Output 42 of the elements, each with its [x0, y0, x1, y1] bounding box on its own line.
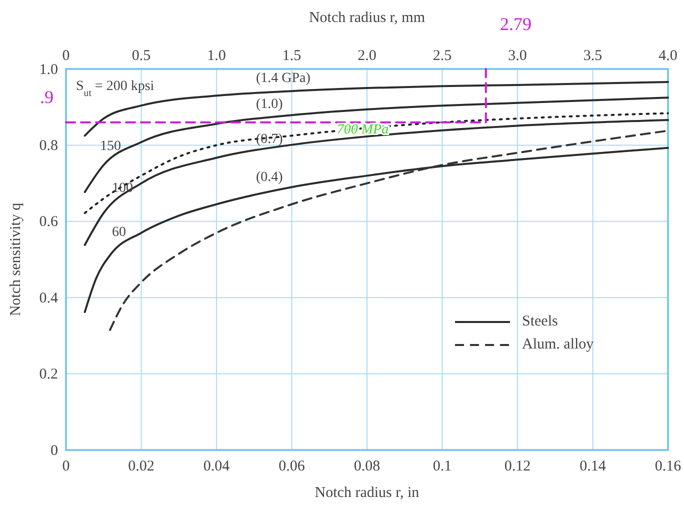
annotation: 150	[100, 139, 121, 154]
x2-tick-label: 4.0	[658, 48, 678, 64]
x2-tick-label: 1.5	[282, 48, 302, 64]
y-tick-label: 1.0	[39, 62, 58, 78]
x-tick-label: 0.06	[278, 458, 306, 475]
x-tick-label: 0.16	[654, 458, 682, 475]
annotation: (1.0)	[256, 97, 284, 112]
y-tick-label: 0.4	[39, 290, 58, 306]
x2-tick-label: 0	[62, 48, 70, 64]
x-tick-label: 0	[62, 458, 70, 475]
x-axis-title: Notch radius r, in	[314, 485, 420, 501]
annotation: (1.4 GPa)	[256, 71, 311, 86]
annotation: (0.7)	[256, 132, 284, 147]
text: .9	[40, 87, 54, 107]
y-tick-label: 0.2	[39, 366, 58, 383]
x-tick-label: 0.1	[432, 458, 452, 475]
y-axis-title: Notch sensitivity q	[8, 202, 24, 316]
x-tick-label: 0.12	[504, 458, 531, 475]
legend-label: Steels	[522, 313, 558, 330]
x2-tick-label: 1.0	[207, 48, 226, 64]
x2-tick-label: 3.0	[508, 48, 527, 64]
text: 2.79	[500, 14, 532, 34]
annotation: (0.4)	[256, 170, 284, 185]
x2-tick-label: 2.0	[358, 48, 376, 64]
annotation: 60	[112, 225, 126, 240]
legend-label: Alum. alloy	[522, 336, 594, 352]
x2-tick-label: 2.5	[432, 48, 452, 64]
x-tick-label: 0.14	[580, 458, 606, 475]
x2-axis-title: Notch radius r, mm	[308, 10, 426, 26]
x2-tick-label: 0.5	[132, 48, 151, 64]
y-tick-label: 0	[50, 442, 58, 459]
annotation: S$_{ut}$ = 200 kpsi	[76, 79, 154, 98]
annotation: 700 MPa	[336, 122, 389, 138]
x-tick-label: 0.04	[203, 458, 230, 475]
x-tick-label: 0.02	[128, 458, 154, 475]
y-tick-label: 0.6	[39, 214, 58, 230]
line-series	[84, 119, 669, 246]
x-tick-label: 0.08	[354, 458, 380, 475]
x2-tick-label: 3.5	[583, 48, 602, 64]
y-tick-label: 0.8	[39, 138, 58, 154]
line-series	[84, 96, 669, 194]
line-series	[84, 112, 669, 214]
